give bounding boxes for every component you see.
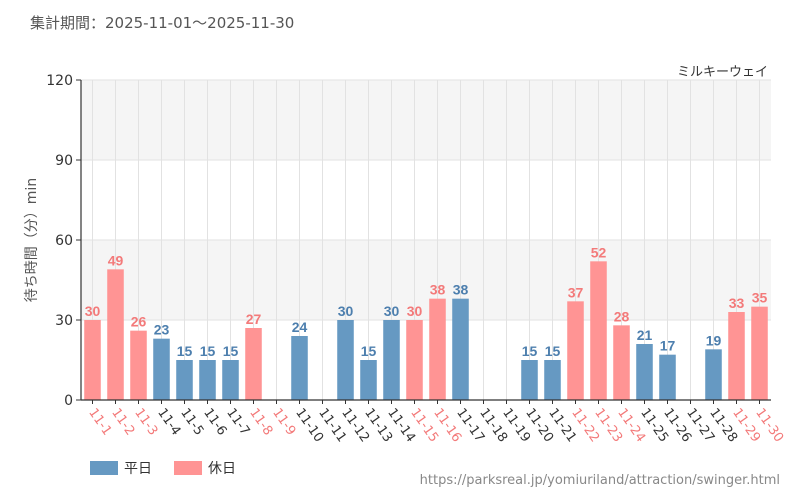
x-tick-label: 11-2 [108,406,137,439]
bar-value-label: 15 [545,343,561,359]
bar-11-13 [360,360,377,400]
bar-value-label: 17 [660,338,676,354]
chart-title: ミルキーウェイ [677,65,768,80]
bar-11-1 [84,320,101,400]
bar-value-label: 30 [85,303,101,319]
bar-11-30 [751,306,768,400]
bar-11-8 [245,328,262,400]
y-tick-label: 90 [55,153,73,169]
bar-value-label: 15 [522,343,538,359]
bar-11-25 [636,344,653,400]
bar-11-10 [291,336,308,400]
x-tick-label: 11-7 [223,406,252,439]
legend-swatch-weekday [90,461,118,475]
bar-11-16 [429,298,446,400]
bar-11-2 [107,269,124,400]
bar-value-label: 37 [568,284,584,300]
x-tick-label: 11-3 [131,406,160,439]
bar-value-label: 23 [154,322,170,338]
period-label: 集計期間：2025-11-01〜2025-11-30 [30,14,295,32]
bar-value-label: 52 [591,244,607,260]
source-url: https://parksreal.jp/yomiuriland/attract… [419,473,780,488]
legend: 平日 休日 [90,458,258,478]
legend-swatch-holiday [174,461,202,475]
x-tick-label: 11-1 [85,406,114,439]
bar-11-26 [659,354,676,400]
bar-value-label: 15 [200,343,216,359]
x-tick-label: 11-8 [246,406,275,439]
y-tick-label: 120 [46,73,73,89]
bar-value-label: 30 [338,303,354,319]
bar-value-label: 30 [407,303,423,319]
bar-11-14 [383,320,400,400]
bar-11-20 [521,360,538,400]
bar-11-12 [337,320,354,400]
x-tick-label: 11-6 [200,406,229,439]
y-tick-labels: 0 30 60 90 120 [46,73,81,409]
bar-11-4 [153,338,170,400]
y-tick-label: 30 [55,313,73,329]
bar-11-6 [199,360,216,400]
bar-value-label: 28 [614,308,630,324]
bar-value-label: 15 [177,343,193,359]
bar-value-label: 21 [637,327,653,343]
bar-11-7 [222,360,239,400]
chart-band [81,80,771,160]
bar-value-label: 26 [131,314,147,330]
bar-11-17 [452,298,469,400]
legend-label-weekday: 平日 [124,461,152,477]
bar-value-label: 19 [706,332,722,348]
bar-11-3 [130,330,147,400]
bar-11-28 [705,349,722,400]
y-tick-label: 0 [64,393,73,409]
bar-value-label: 49 [108,252,124,268]
bar-value-label: 24 [292,319,308,335]
bar-value-label: 35 [752,290,768,306]
x-tick-label: 11-4 [154,406,183,439]
chart-bands [81,80,771,320]
bar-11-5 [176,360,193,400]
x-tick-label: 11-5 [177,406,206,439]
bar-11-22 [567,301,584,400]
y-axis-label: 待ち時間（分）min [24,178,40,302]
chart-bars [84,261,768,400]
bar-value-label: 33 [729,295,745,311]
chart-value-labels: 30 49 26 23 15 15 15 27 24 30 15 30 30 38 38 15 15 37 52 28… [85,244,768,359]
x-tick-label: 11-9 [269,406,298,439]
bar-value-label: 38 [453,282,469,298]
y-tick-label: 60 [55,233,73,249]
bar-value-label: 30 [384,303,400,319]
bar-11-15 [406,320,423,400]
bar-11-23 [590,261,607,400]
chart-band [81,240,771,320]
bar-11-24 [613,325,630,400]
legend-item-holiday: 休日 [174,458,236,478]
bar-value-label: 15 [361,343,377,359]
bar-value-label: 27 [246,311,262,327]
legend-item-weekday: 平日 [90,458,152,478]
legend-label-holiday: 休日 [208,461,236,477]
bar-value-label: 15 [223,343,239,359]
bar-11-21 [544,360,561,400]
x-tick-labels: 11-111-211-311-411-511-611-711-811-911-1… [85,400,786,445]
bar-11-29 [728,312,745,400]
bar-value-label: 38 [430,282,446,298]
